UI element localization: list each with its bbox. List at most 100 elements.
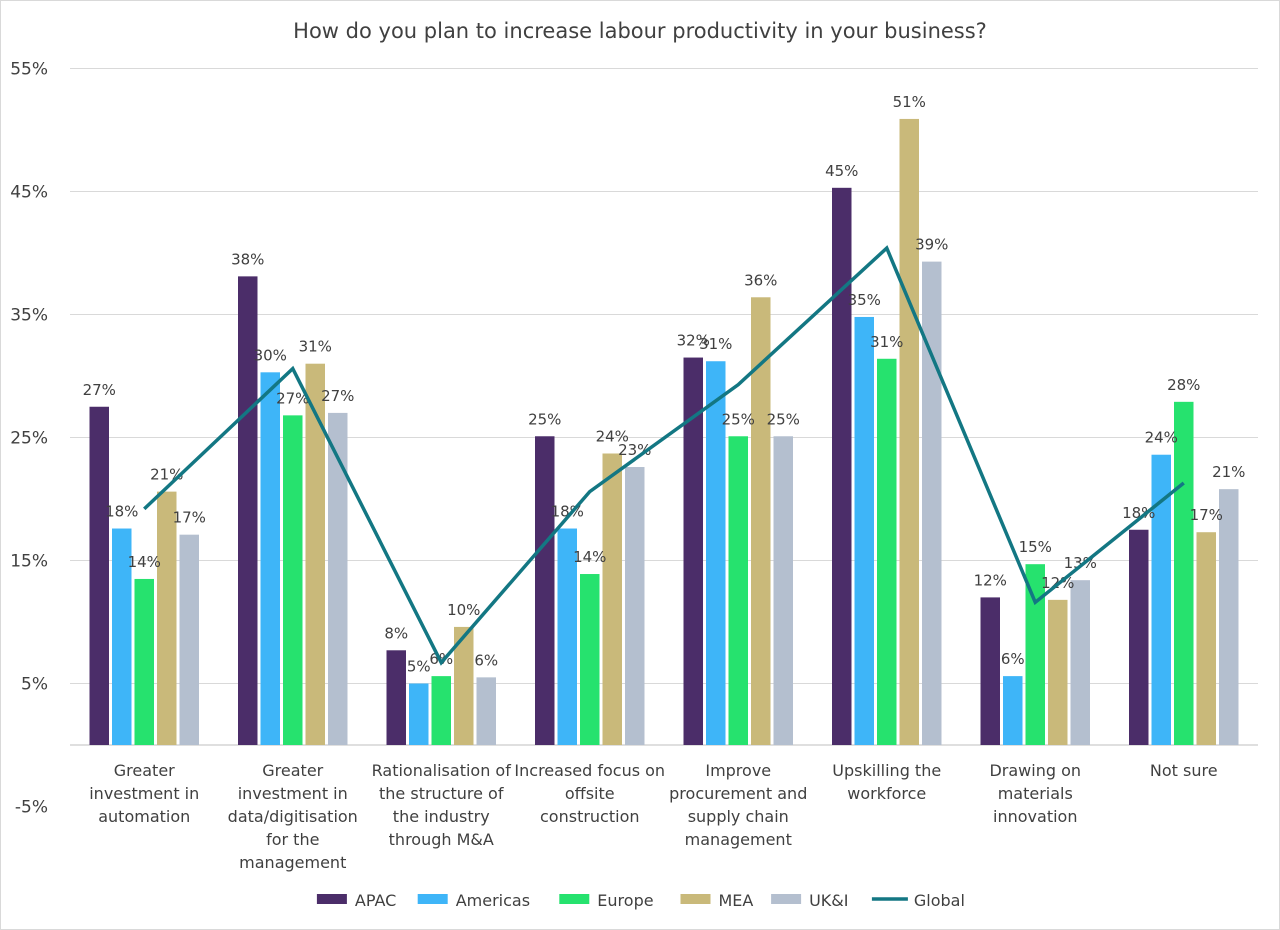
legend-label: APAC [355,891,396,910]
x-category-label: Rationalisation of the structure of the in… [372,761,512,849]
data-label: 5% [407,658,431,676]
data-label: 15% [1019,538,1052,556]
data-label: 25% [528,410,561,428]
global-line [143,245,1185,666]
legend-swatch-apac [316,894,347,904]
data-labels: 27%38%8%25%32%45%12%18%18%30%5%18%31%35%… [83,93,1246,676]
legend-label: UK&I [809,891,848,910]
data-label: 28% [1167,376,1200,394]
data-label: 24% [596,427,629,445]
data-label: 10% [447,601,480,619]
data-label: 36% [744,271,777,289]
bar-uki [625,467,645,745]
bar-mea [454,626,474,745]
data-label: 25% [722,410,755,428]
bar-europe [1025,564,1045,745]
data-label: 17% [173,509,206,527]
bar-apac [89,406,109,745]
data-label: 14% [573,548,606,566]
legend-label: Americas [456,891,530,910]
bar-apac [832,187,852,745]
data-label: 6% [1001,650,1025,668]
legend: APAC Americas Europe MEA UK&I Global [316,891,965,910]
bar-americas [706,361,726,745]
bar-europe [877,358,897,745]
x-axis-labels: Greater investment in automation Greater inv… [89,761,1217,872]
legend-swatch-europe [559,894,590,904]
x-category-label: Drawing on materials innovation [989,761,1081,826]
bar-uki [476,677,496,745]
bar-americas [409,683,429,745]
y-tick-label: 5% [21,675,48,695]
bar-europe [283,415,303,745]
bar-uki [773,436,793,745]
y-tick-label: 35% [10,306,48,326]
bar-americas [112,528,132,745]
bar-apac [683,357,703,745]
bar-americas [260,372,280,745]
bar-mea [157,491,177,745]
y-axis-ticks: 55% 45% 35% 25% 15% 5% -5% [10,60,48,818]
data-label: 24% [1145,429,1178,447]
data-label: 31% [870,333,903,351]
data-label: 25% [767,410,800,428]
bar-apac [980,597,1000,745]
data-label: 18% [1122,504,1155,522]
bar-mea [899,118,919,746]
y-tick-label: 45% [10,183,48,203]
bar-americas [854,316,874,745]
data-label: 27% [83,381,116,399]
y-tick-label: 55% [10,60,48,80]
bar-uki [922,261,942,745]
legend-label: Global [914,891,965,910]
x-category-label: Not sure [1150,761,1218,780]
x-category-label: Increased focus on offsite construction [514,761,665,826]
y-tick-label: -5% [15,798,48,818]
bar-uki [179,534,199,745]
data-label: 45% [825,162,858,180]
data-label: 12% [974,571,1007,589]
data-label: 27% [276,389,309,407]
data-label: 32% [677,332,710,350]
bar-apac [535,436,555,745]
x-category-label: Upskilling the workforce [832,761,941,803]
data-label: 21% [1212,463,1245,481]
legend-swatch-mea [680,894,711,904]
x-category-label: Greater investment in automation [89,761,199,826]
legend-label: MEA [719,891,754,910]
bar-mea [751,297,771,745]
bar-uki [1070,580,1090,745]
bar-mea [305,363,325,745]
bar-americas [557,528,577,745]
bar-uki [328,412,348,745]
bar-apac [1129,529,1149,745]
data-label: 8% [384,624,408,642]
chart-title: How do you plan to increase labour produ… [293,19,987,43]
data-label: 39% [915,236,948,254]
data-label: 14% [128,553,161,571]
data-label: 31% [299,338,332,356]
bar-europe [728,436,748,745]
data-label: 30% [254,346,287,364]
legend-swatch-uki [771,894,802,904]
bar-uki [1219,489,1239,745]
x-category-label: Greater investment in data/digitisation for… [228,761,358,872]
bar-apac [238,276,258,745]
legend-label: Europe [597,891,653,910]
data-label: 17% [1190,506,1223,524]
data-label: 38% [231,250,264,268]
global-line-path [143,245,1185,666]
bar-mea [1048,599,1068,745]
data-label: 27% [321,387,354,405]
bar-mea [602,453,622,745]
y-tick-label: 15% [10,552,48,572]
data-label: 18% [105,503,138,521]
bar-europe [580,574,600,745]
bar-mea [1196,532,1216,745]
bar-americas [1003,676,1023,745]
data-label: 6% [474,651,498,669]
data-label: 51% [893,93,926,111]
x-category-label: Improve procurement and supply chain manage… [669,761,807,849]
